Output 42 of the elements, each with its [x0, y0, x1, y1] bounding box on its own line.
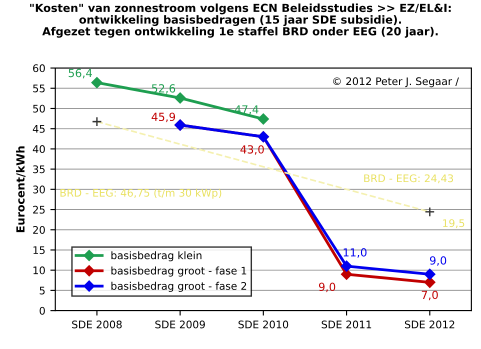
point [174, 92, 186, 104]
data-label: 9,0 [430, 256, 446, 266]
y-tick-label: 20 [33, 226, 45, 234]
data-label: 45,9 [152, 112, 176, 122]
annotation: BRD - EEG: 46,75 (t/m 30 kWp) [60, 188, 222, 199]
data-label: 9,0 [318, 282, 336, 292]
y-tick-label: 30 [33, 186, 45, 194]
data-label: 43,0 [240, 145, 264, 155]
data-label: 52,6 [152, 84, 176, 94]
data-label: 7,0 [422, 290, 438, 300]
y-tick-label: 5 [40, 286, 45, 295]
legend-label: basisbedrag groot - fase 1 [111, 266, 246, 277]
x-tick-label: SDE 2012 [404, 320, 454, 328]
annotation: BRD - EEG: 24,43 [364, 174, 454, 184]
legend-label: basisbedrag klein [111, 251, 202, 262]
data-label: 56,4 [68, 68, 92, 78]
y-tick-label: 50 [33, 104, 45, 113]
point [340, 260, 352, 272]
y-tick-label: 15 [33, 246, 45, 254]
legend-label: basisbedrag groot - fase 2 [111, 282, 246, 292]
data-label: 11,0 [344, 248, 367, 258]
point [92, 116, 102, 127]
x-tick-label: SDE 2011 [322, 320, 372, 328]
x-tick-label: SDE 2010 [238, 320, 288, 328]
y-tick-label: 40 [32, 145, 45, 154]
annotation: © 2012 Peter J. Segaar / [333, 77, 459, 88]
x-tick-label: SDE 2009 [155, 320, 205, 328]
annotation: 19,5 [443, 219, 464, 228]
y-tick-label: 0 [40, 306, 45, 315]
y-tick-label: 45 [32, 125, 45, 133]
y-tick-label: 55 [33, 84, 45, 92]
point [91, 77, 103, 88]
x-tick-label: SDE 2008 [72, 320, 122, 328]
point [424, 268, 436, 280]
chart-title: "Kosten" van zonnestroom volgens ECN Beleidsstudies >> EZ/EL&I: ontwikkeling basisbedragen (15 jaar SDE subsidie). Afgezet tegen ontwikkeling 1e staffel BRD onder EEG (20 jaar). [30, 3, 451, 38]
y-tick-label: 25 [33, 206, 45, 214]
y-tick-label: 10 [33, 266, 45, 274]
y-tick-label: 60 [33, 64, 45, 72]
y-axis-title: Eurocent/kWh [16, 146, 26, 232]
y-tick-label: 35 [33, 165, 45, 174]
point [340, 268, 352, 280]
point [258, 113, 269, 125]
